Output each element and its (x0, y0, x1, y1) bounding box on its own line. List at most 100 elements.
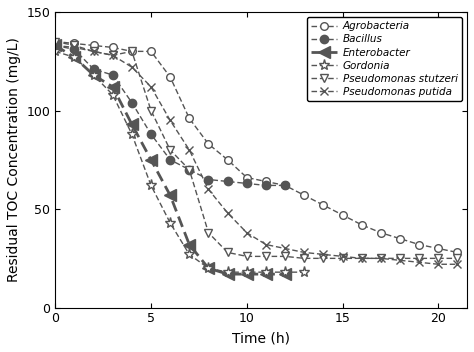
Gordonia (91, 73, 96, 77)
Bacillus (206, 177, 211, 182)
Agrobacteria (416, 243, 422, 247)
Pseudomonas putida (340, 254, 346, 258)
Gordonia (53, 49, 58, 54)
Y-axis label: Residual TOC Concentration (mg/L): Residual TOC Concentration (mg/L) (7, 37, 21, 282)
Pseudomonas stutzeri (167, 148, 173, 152)
Pseudomonas putida (397, 258, 403, 263)
Enterobacter (186, 243, 192, 247)
Pseudomonas putida (206, 187, 211, 191)
Legend: Agrobacteria, Bacillus, Enterobacter, Gordonia, Pseudomonas stutzeri, Pseudomona: Agrobacteria, Bacillus, Enterobacter, Go… (307, 17, 462, 101)
Gordonia (301, 270, 307, 274)
Pseudomonas putida (225, 211, 230, 215)
Pseudomonas stutzeri (244, 254, 250, 258)
Line: Agrobacteria: Agrobacteria (51, 38, 461, 256)
Line: Enterobacter: Enterobacter (50, 40, 291, 280)
Pseudomonas putida (282, 246, 288, 251)
Pseudomonas stutzeri (186, 168, 192, 172)
Gordonia (282, 270, 288, 274)
Pseudomonas stutzeri (129, 49, 135, 54)
Line: Bacillus: Bacillus (51, 41, 289, 190)
Pseudomonas stutzeri (110, 53, 116, 57)
Enterobacter (244, 272, 250, 276)
Gordonia (129, 132, 135, 136)
Agrobacteria (359, 223, 365, 227)
Enterobacter (225, 272, 230, 276)
Bacillus (263, 183, 269, 188)
Pseudomonas stutzeri (53, 39, 58, 44)
Pseudomonas stutzeri (225, 250, 230, 254)
Agrobacteria (53, 39, 58, 44)
Pseudomonas putida (301, 250, 307, 254)
Pseudomonas stutzeri (148, 108, 154, 113)
Agrobacteria (225, 158, 230, 162)
Pseudomonas stutzeri (206, 231, 211, 235)
Gordonia (110, 93, 116, 97)
Pseudomonas stutzeri (340, 256, 346, 260)
Bacillus (53, 43, 58, 48)
Agrobacteria (455, 250, 460, 254)
Bacillus (129, 101, 135, 105)
Gordonia (167, 221, 173, 225)
Gordonia (263, 270, 269, 274)
Bacillus (186, 168, 192, 172)
Enterobacter (148, 158, 154, 162)
Line: Gordonia: Gordonia (50, 46, 310, 278)
Pseudomonas stutzeri (320, 256, 326, 260)
Pseudomonas putida (72, 45, 77, 50)
Pseudomonas putida (167, 118, 173, 122)
Gordonia (206, 266, 211, 270)
Agrobacteria (110, 45, 116, 50)
Agrobacteria (91, 43, 96, 48)
Bacillus (72, 47, 77, 51)
Pseudomonas stutzeri (378, 256, 384, 260)
Agrobacteria (129, 49, 135, 54)
Enterobacter (282, 272, 288, 276)
Bacillus (91, 67, 96, 71)
Bacillus (282, 183, 288, 188)
Pseudomonas putida (91, 49, 96, 54)
Gordonia (148, 183, 154, 188)
Enterobacter (72, 55, 77, 59)
Agrobacteria (340, 213, 346, 217)
Agrobacteria (148, 49, 154, 54)
Gordonia (244, 270, 250, 274)
Agrobacteria (320, 203, 326, 207)
Pseudomonas putida (359, 256, 365, 260)
Pseudomonas putida (53, 43, 58, 48)
Gordonia (72, 55, 77, 59)
Pseudomonas putida (320, 252, 326, 257)
Pseudomonas stutzeri (282, 254, 288, 258)
Pseudomonas stutzeri (72, 43, 77, 48)
Bacillus (148, 132, 154, 136)
Pseudomonas putida (148, 85, 154, 89)
Pseudomonas stutzeri (416, 256, 422, 260)
Pseudomonas putida (436, 262, 441, 266)
Pseudomonas stutzeri (436, 256, 441, 260)
Pseudomonas stutzeri (263, 254, 269, 258)
Enterobacter (110, 85, 116, 89)
Agrobacteria (244, 175, 250, 180)
Agrobacteria (301, 193, 307, 197)
Agrobacteria (167, 75, 173, 79)
Pseudomonas putida (110, 53, 116, 57)
Line: Pseudomonas putida: Pseudomonas putida (51, 41, 462, 269)
Agrobacteria (206, 142, 211, 146)
Pseudomonas putida (244, 231, 250, 235)
Agrobacteria (436, 246, 441, 251)
Pseudomonas putida (263, 243, 269, 247)
Agrobacteria (397, 237, 403, 241)
Agrobacteria (72, 42, 77, 46)
Pseudomonas stutzeri (91, 49, 96, 54)
Pseudomonas stutzeri (455, 256, 460, 260)
Pseudomonas stutzeri (301, 256, 307, 260)
Bacillus (167, 158, 173, 162)
Agrobacteria (263, 180, 269, 184)
Pseudomonas putida (129, 65, 135, 69)
Agrobacteria (282, 183, 288, 188)
Pseudomonas putida (416, 260, 422, 264)
Bacillus (110, 73, 116, 77)
X-axis label: Time (h): Time (h) (232, 331, 290, 345)
Agrobacteria (186, 116, 192, 120)
Enterobacter (91, 73, 96, 77)
Pseudomonas putida (186, 148, 192, 152)
